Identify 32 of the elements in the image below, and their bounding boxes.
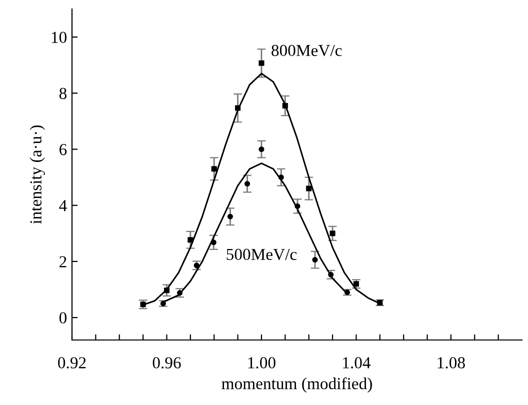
point [235,105,241,111]
point [294,203,300,209]
y-tick-label: 4 [59,200,67,212]
point [160,300,166,306]
series-label: 800MeV/c [272,44,342,56]
x-tick-label: 1.08 [438,357,465,368]
point [188,237,194,243]
point [176,290,183,296]
x-tick-label: 1.04 [343,357,371,368]
point [164,288,170,294]
y-tick-label: 8 [59,88,67,100]
x-tick-label: 1.00 [248,357,276,368]
point [278,174,284,180]
y-tick-label: 10 [52,32,67,43]
point [330,230,336,236]
x-axis-title: momentum (modified) [222,377,372,393]
series-label: 500MeV/c [226,248,297,260]
point [211,166,217,172]
x-tick-label: 0.96 [152,357,181,368]
point [258,146,264,152]
point [227,214,233,220]
point [244,180,250,187]
y-tick-label: 0 [59,312,67,324]
point [210,240,216,246]
point [312,256,318,263]
point [282,102,288,109]
x-tick-label: 0.92 [58,357,86,368]
y-axis-title: intensity (a·u·) [30,125,45,224]
y-tick-label: 2 [60,256,66,268]
y-tick-label: 6 [60,144,67,156]
point [306,186,312,192]
point [258,60,264,66]
